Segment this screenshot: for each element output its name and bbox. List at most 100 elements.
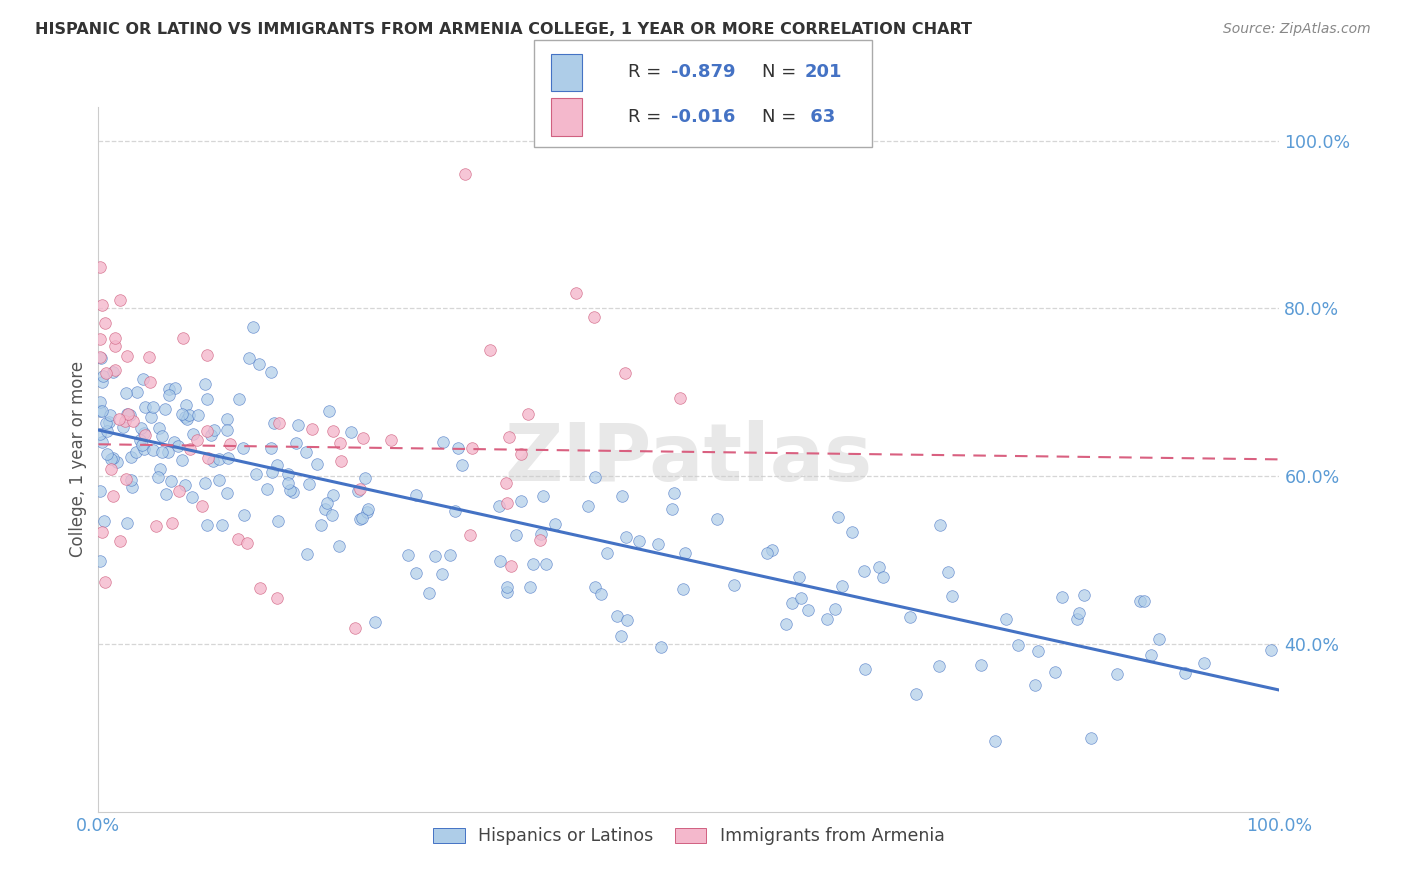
Point xyxy=(174,478,197,492)
Point xyxy=(211,517,233,532)
Point xyxy=(232,441,254,455)
Point xyxy=(170,407,193,421)
Point xyxy=(405,487,427,501)
Point xyxy=(346,483,368,498)
Point xyxy=(125,444,148,458)
Point xyxy=(496,580,519,594)
Point xyxy=(1129,593,1152,607)
Point xyxy=(157,387,180,401)
Point xyxy=(928,659,950,673)
Point xyxy=(706,512,728,526)
Point xyxy=(612,489,634,503)
Point xyxy=(134,400,156,414)
Point xyxy=(249,581,271,595)
Point xyxy=(1174,666,1197,681)
Point xyxy=(148,421,170,435)
Point xyxy=(96,447,118,461)
Text: HISPANIC OR LATINO VS IMMIGRANTS FROM ARMENIA COLLEGE, 1 YEAR OR MORE CORRELATIO: HISPANIC OR LATINO VS IMMIGRANTS FROM AR… xyxy=(35,22,972,37)
Point xyxy=(287,417,309,432)
Point xyxy=(131,421,153,435)
Point xyxy=(142,442,165,457)
Point xyxy=(418,586,440,600)
Point xyxy=(179,442,201,456)
Point xyxy=(815,612,838,626)
Point xyxy=(307,457,329,471)
Point xyxy=(1260,643,1282,657)
Point xyxy=(583,470,606,484)
Point xyxy=(1080,731,1102,745)
Point xyxy=(396,548,419,562)
Point xyxy=(194,475,217,490)
Point xyxy=(208,451,231,466)
Point xyxy=(797,603,820,617)
Point xyxy=(114,472,136,486)
Point xyxy=(1007,638,1029,652)
Point xyxy=(167,439,190,453)
Point xyxy=(789,591,811,605)
Point xyxy=(928,518,950,533)
Point xyxy=(181,426,204,441)
Point xyxy=(217,485,239,500)
Point xyxy=(614,530,637,544)
Point xyxy=(208,473,231,487)
Point xyxy=(247,357,270,371)
Text: Source: ZipAtlas.com: Source: ZipAtlas.com xyxy=(1223,22,1371,37)
Point xyxy=(121,414,143,428)
Point xyxy=(1107,667,1129,681)
Point xyxy=(606,608,628,623)
Point xyxy=(148,469,170,483)
Point xyxy=(454,167,477,181)
Point xyxy=(461,442,484,456)
Point xyxy=(498,429,520,443)
Text: R =: R = xyxy=(628,63,668,81)
Point xyxy=(278,483,301,497)
Point xyxy=(150,428,173,442)
Point xyxy=(107,411,129,425)
Point xyxy=(516,407,538,421)
Point xyxy=(479,343,502,357)
Point xyxy=(1028,644,1050,658)
Point xyxy=(98,408,121,422)
Point xyxy=(277,475,299,490)
Point xyxy=(259,365,281,379)
Point xyxy=(89,554,111,568)
Point xyxy=(380,433,402,447)
Text: 63: 63 xyxy=(804,108,835,126)
Point xyxy=(179,409,201,423)
Point xyxy=(565,286,588,301)
Point xyxy=(831,579,853,593)
Point xyxy=(89,483,111,498)
Point xyxy=(284,436,307,450)
Point xyxy=(329,436,352,450)
Point xyxy=(104,331,127,345)
Point xyxy=(101,489,124,503)
Point xyxy=(519,580,541,594)
Point xyxy=(90,298,112,312)
Point xyxy=(163,381,186,395)
Point xyxy=(93,369,115,384)
Point xyxy=(191,500,214,514)
Point xyxy=(121,480,143,494)
Point xyxy=(1139,648,1161,663)
Point xyxy=(281,484,304,499)
Point xyxy=(853,564,876,578)
Point xyxy=(108,293,131,307)
Point xyxy=(534,558,557,572)
Point xyxy=(117,516,139,530)
Point xyxy=(104,363,127,377)
Point xyxy=(853,662,876,676)
Point xyxy=(495,496,517,510)
Point xyxy=(872,569,894,583)
Point xyxy=(150,445,173,459)
Point xyxy=(100,461,122,475)
Point xyxy=(328,539,350,553)
Point xyxy=(91,435,114,450)
Point xyxy=(669,391,692,405)
Point xyxy=(132,442,155,456)
Point xyxy=(104,339,127,353)
Point xyxy=(100,451,122,466)
Point xyxy=(301,422,323,436)
Point xyxy=(841,525,863,540)
Point xyxy=(89,403,111,417)
Point xyxy=(936,565,959,579)
